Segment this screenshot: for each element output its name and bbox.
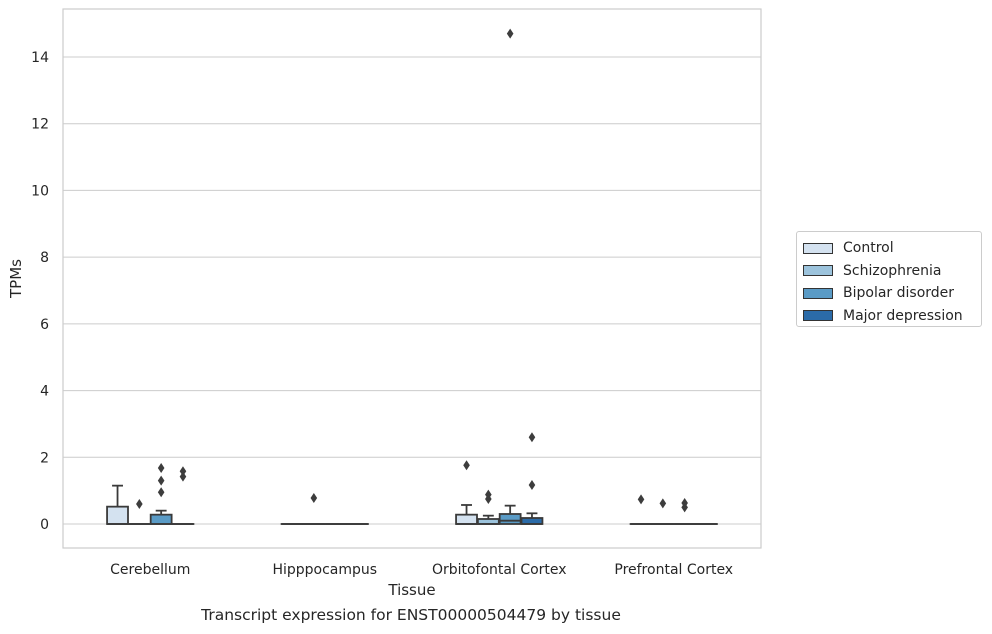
x-tick-label: Hipppocampus [272, 562, 377, 578]
outlier-point [637, 494, 645, 505]
plot-frame [62, 8, 762, 549]
outlier-point [179, 466, 187, 477]
plot-area [63, 9, 761, 548]
legend-swatch-control [803, 242, 833, 254]
y-tick-label: 0 [40, 517, 49, 533]
y-tick-label: 8 [40, 250, 49, 266]
legend-label-major-depression: Major depression [843, 307, 963, 324]
outlier-point [179, 471, 187, 482]
y-tick-label: 4 [40, 384, 49, 400]
y-axis-label: TPMs [7, 259, 25, 299]
box [520, 517, 544, 525]
x-tick-label: Prefrontal Cortex [614, 562, 733, 578]
box [498, 513, 522, 525]
y-tick-label: 10 [31, 183, 49, 199]
outlier-point [506, 28, 514, 39]
legend: Control Schizophrenia Bipolar disorder M… [796, 231, 982, 327]
outlier-point [681, 497, 688, 508]
y-tick-label: 6 [40, 317, 49, 333]
y-tick-label: 12 [31, 117, 49, 133]
legend-swatch-bipolar-disorder [803, 287, 833, 299]
box [106, 505, 129, 525]
x-axis-label: Tissue [387, 581, 435, 599]
outlier-point [463, 460, 470, 471]
outlier-point [157, 462, 165, 473]
outlier-point [157, 475, 165, 486]
legend-label-schizophrenia: Schizophrenia [843, 262, 942, 279]
box [149, 513, 173, 525]
legend-label-bipolar-disorder: Bipolar disorder [843, 285, 955, 302]
y-tick-label: 14 [31, 50, 49, 66]
outlier-point [136, 498, 143, 509]
x-tick-label: Orbitofontal Cortex [432, 562, 567, 578]
outlier-point [659, 498, 667, 509]
legend-item-major-depression: Major depression [803, 305, 981, 328]
outlier-point [528, 479, 536, 490]
outlier-point [528, 432, 536, 443]
legend-item-schizophrenia: Schizophrenia [803, 260, 981, 283]
legend-swatch-schizophrenia [803, 265, 833, 277]
legend-label-control: Control [843, 240, 894, 257]
outlier-point [310, 492, 318, 503]
legend-item-control: Control [803, 237, 981, 260]
y-tick-label: 2 [40, 450, 49, 466]
legend-swatch-major-depression [803, 310, 833, 322]
chart-caption: Transcript expression for ENST0000050447… [201, 606, 621, 624]
legend-item-bipolar-disorder: Bipolar disorder [803, 282, 981, 305]
outlier-point [485, 489, 492, 500]
box [455, 513, 478, 525]
x-tick-label: Cerebellum [110, 562, 190, 578]
outlier-point [157, 487, 165, 498]
